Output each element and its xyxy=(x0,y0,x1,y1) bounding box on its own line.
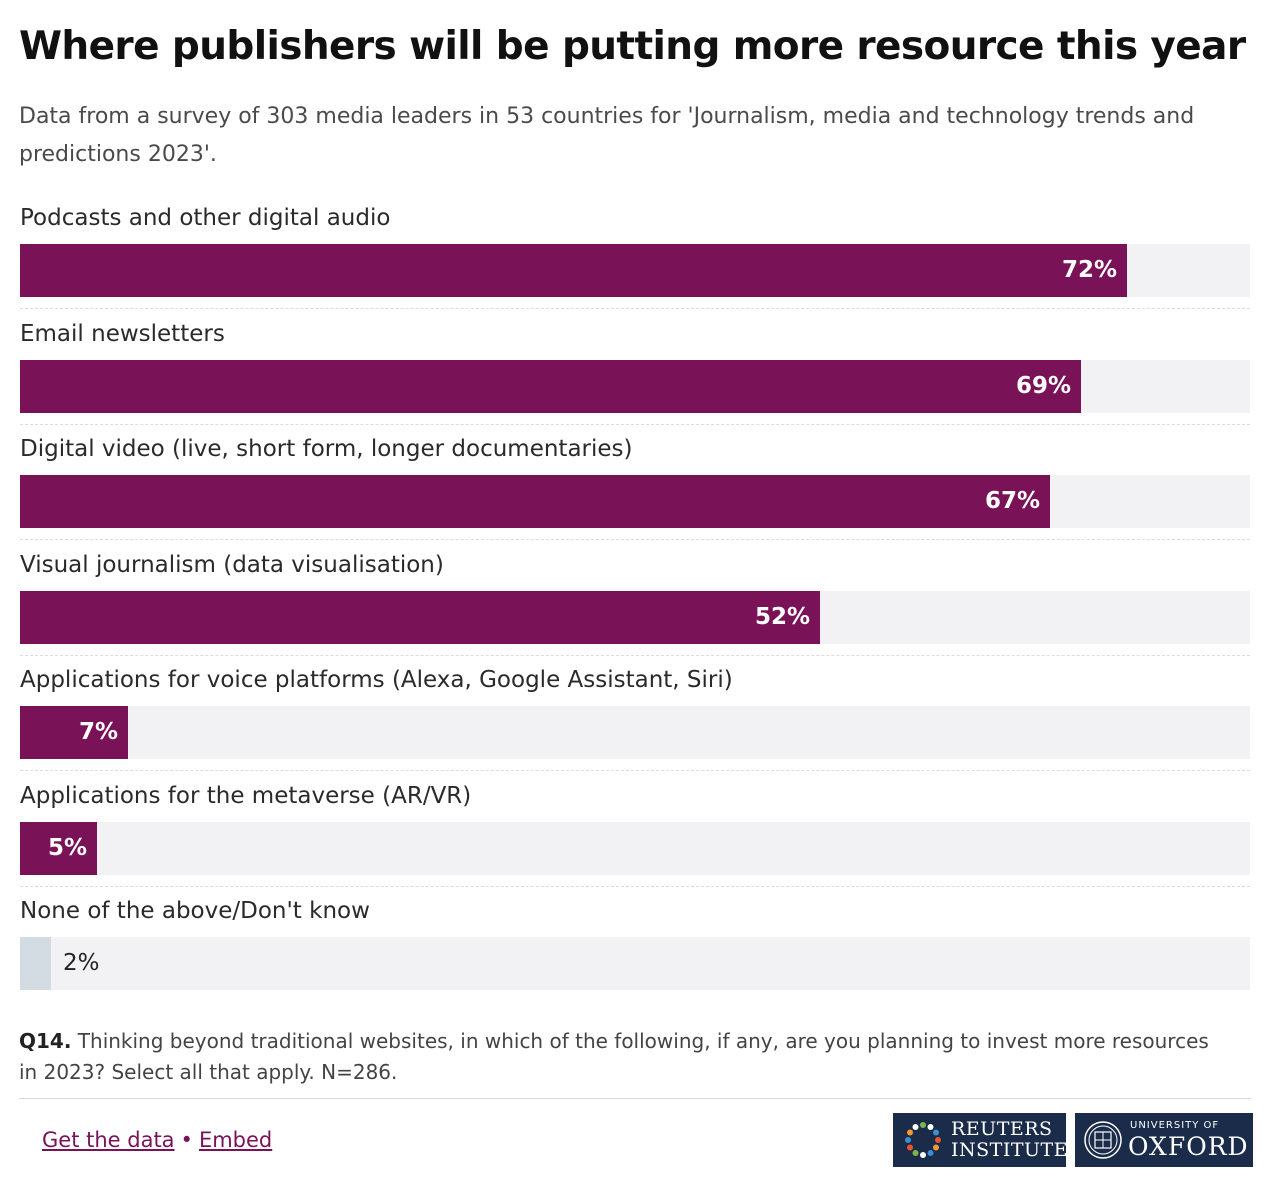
logo-dot xyxy=(920,1152,926,1158)
row-divider xyxy=(20,539,1250,540)
logo-dot xyxy=(912,1124,919,1131)
chart-subtitle: Data from a survey of 303 media leaders … xyxy=(19,104,1195,167)
logo-dot xyxy=(935,1137,941,1143)
bar-track: 72% xyxy=(20,244,1250,297)
row-divider xyxy=(20,424,1250,425)
question-text: Thinking beyond traditional websites, in… xyxy=(19,1029,1209,1084)
logo-dot xyxy=(927,1149,934,1156)
oxford-crest-icon xyxy=(1084,1121,1122,1159)
bar-track: 67% xyxy=(20,475,1250,528)
row-divider xyxy=(20,655,1250,656)
bar xyxy=(20,706,128,759)
bar-value-label: 72% xyxy=(1061,257,1117,283)
category-label: Visual journalism (data visualisation) xyxy=(20,552,444,578)
link-separator: • xyxy=(180,1128,193,1152)
logo-dot xyxy=(932,1144,939,1151)
logo-oxford-text: OXFORD xyxy=(1128,1132,1249,1161)
bar-chart: Podcasts and other digital audio 72% Email… xyxy=(20,205,1250,990)
bar-value-label: 69% xyxy=(1015,373,1071,399)
bar xyxy=(20,244,1127,297)
get-the-data-link[interactable]: Get the data xyxy=(42,1128,175,1152)
reuters-institute-logo: REUTERS INSTITUTE xyxy=(893,1113,1069,1167)
category-label: Applications for the metaverse (AR/VR) xyxy=(20,783,472,809)
category-label: Podcasts and other digital audio xyxy=(20,205,391,231)
reuters-dots-icon xyxy=(905,1122,941,1158)
footer-divider xyxy=(19,1098,1251,1099)
bar-track: 69% xyxy=(20,360,1250,413)
question-number: Q14. xyxy=(19,1029,72,1053)
row-divider xyxy=(20,770,1250,771)
bar xyxy=(20,822,97,875)
chart-title: Where publishers will be putting more re… xyxy=(19,24,1246,69)
logo-dot xyxy=(912,1149,919,1156)
bar xyxy=(20,937,51,990)
logo-dot xyxy=(907,1129,914,1136)
logo-university-of-text: UNIVERSITY OF xyxy=(1130,1120,1220,1131)
category-label: Email newsletters xyxy=(20,321,225,347)
bar-track: 5% xyxy=(20,822,1250,875)
bar-track: 2% xyxy=(20,937,1250,990)
survey-question-note: Q14. Thinking beyond traditional website… xyxy=(19,1026,1219,1088)
category-label: Applications for voice platforms (Alexa,… xyxy=(20,667,733,693)
bar xyxy=(20,475,1050,528)
logo-dot xyxy=(932,1129,939,1136)
logo-dot xyxy=(905,1137,911,1143)
bar-value-label: 5% xyxy=(47,835,87,861)
row-divider xyxy=(20,886,1250,887)
bar-value-label: 52% xyxy=(754,604,810,630)
embed-link[interactable]: Embed xyxy=(198,1128,273,1152)
bar-track: 7% xyxy=(20,706,1250,759)
university-of-oxford-logo: UNIVERSITY OF OXFORD xyxy=(1075,1113,1253,1167)
logo-dot xyxy=(927,1124,934,1131)
category-label: Digital video (live, short form, longer … xyxy=(20,436,633,462)
logo-dot xyxy=(920,1122,926,1128)
bar-value-label: 2% xyxy=(63,950,100,976)
bar xyxy=(20,591,820,644)
logo-reuters-text: REUTERS xyxy=(951,1118,1053,1140)
logo-dot xyxy=(907,1144,914,1151)
logo-institute-text: INSTITUTE xyxy=(951,1139,1069,1161)
category-label: None of the above/Don't know xyxy=(20,898,370,924)
bar-value-label: 7% xyxy=(78,719,118,745)
bar-track: 52% xyxy=(20,591,1250,644)
bar-value-label: 67% xyxy=(984,488,1040,514)
row-divider xyxy=(20,308,1250,309)
footer-links: Get the data • Embed xyxy=(42,1128,272,1152)
bar xyxy=(20,360,1081,413)
